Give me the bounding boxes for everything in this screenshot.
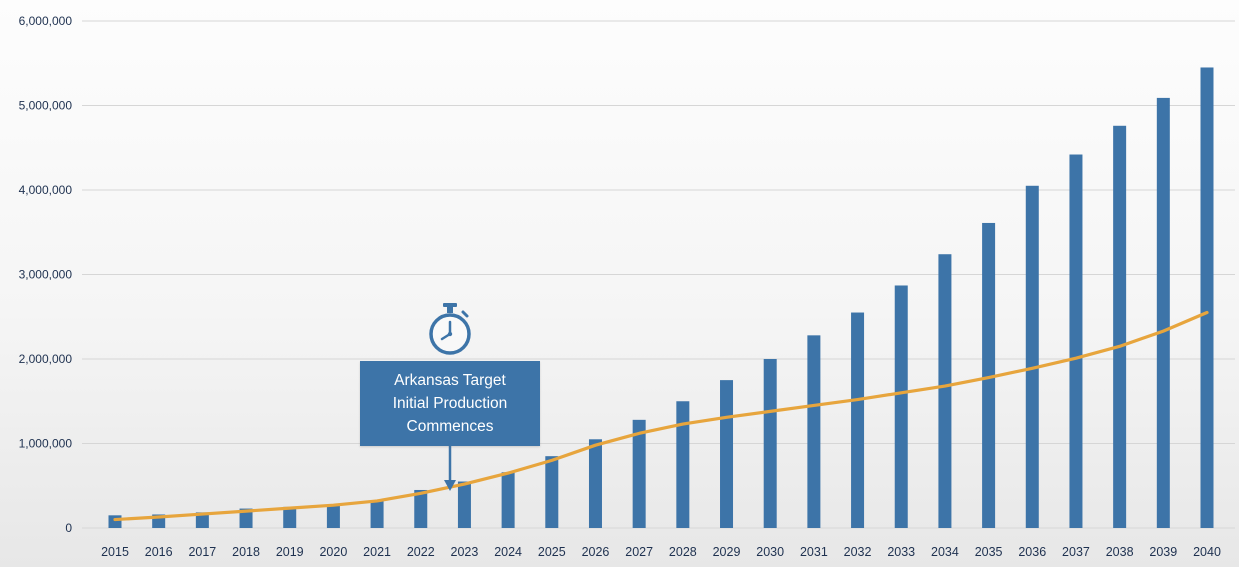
x-axis-tick-label: 2021 — [363, 545, 391, 559]
x-axis-tick-label: 2015 — [101, 545, 129, 559]
x-axis-tick-label: 2019 — [276, 545, 304, 559]
bar-2032 — [851, 312, 865, 528]
x-axis-tick-label: 2029 — [713, 545, 741, 559]
x-axis-tick-label: 2030 — [756, 545, 784, 559]
bar-2023 — [457, 481, 471, 528]
x-axis-tick-label: 2027 — [625, 545, 653, 559]
bar-2018 — [239, 508, 253, 528]
x-axis-tick-label: 2032 — [844, 545, 872, 559]
bar-2015 — [108, 515, 122, 528]
bar-2019 — [283, 506, 297, 528]
x-axis-tick-label: 2024 — [494, 545, 522, 559]
x-axis-tick-label: 2020 — [319, 545, 347, 559]
x-axis-tick-label: 2026 — [582, 545, 610, 559]
x-axis-tick-label: 2038 — [1106, 545, 1134, 559]
bar-2021 — [370, 500, 384, 528]
bar-2020 — [326, 505, 340, 528]
bar-2025 — [545, 456, 559, 528]
y-axis-tick-label: 4,000,000 — [19, 183, 73, 197]
bar-2037 — [1069, 154, 1083, 528]
bar-2029 — [720, 380, 734, 528]
bar-2030 — [763, 359, 777, 528]
x-axis-tick-label: 2037 — [1062, 545, 1090, 559]
bar-2026 — [588, 439, 602, 528]
bar-2033 — [894, 285, 908, 528]
x-axis-tick-label: 2023 — [451, 545, 479, 559]
y-axis-tick-label: 2,000,000 — [19, 352, 73, 366]
x-axis-tick-label: 2022 — [407, 545, 435, 559]
bar-2024 — [501, 472, 515, 528]
x-axis-tick-label: 2031 — [800, 545, 828, 559]
bar-2022 — [414, 489, 428, 528]
bar-2034 — [938, 254, 952, 528]
trend-line — [113, 310, 1209, 522]
y-axis-tick-label: 3,000,000 — [19, 268, 73, 282]
x-axis-tick-label: 2034 — [931, 545, 959, 559]
x-axis-tick-label: 2028 — [669, 545, 697, 559]
x-axis-tick-label: 2036 — [1018, 545, 1046, 559]
x-axis-tick-label: 2039 — [1149, 545, 1177, 559]
bar-2031 — [807, 335, 821, 528]
x-axis-tick-label: 2040 — [1193, 545, 1221, 559]
bar-2038 — [1113, 125, 1127, 528]
bar-2035 — [982, 222, 996, 528]
bar-2028 — [676, 401, 690, 528]
y-axis-tick-label: 5,000,000 — [19, 99, 73, 113]
x-axis-tick-label: 2016 — [145, 545, 173, 559]
y-axis-tick-label: 0 — [65, 521, 72, 535]
x-axis-tick-label: 2025 — [538, 545, 566, 559]
y-axis-tick-label: 6,000,000 — [19, 14, 73, 28]
x-axis-tick-label: 2018 — [232, 545, 260, 559]
bar-2039 — [1156, 97, 1170, 529]
x-axis-tick-label: 2017 — [188, 545, 216, 559]
bar-2017 — [195, 512, 209, 528]
x-axis-tick-label: 2033 — [887, 545, 915, 559]
bar-2036 — [1025, 185, 1039, 528]
y-axis-tick-label: 1,000,000 — [19, 437, 73, 451]
bar-2040 — [1200, 67, 1214, 528]
x-axis-tick-label: 2035 — [975, 545, 1003, 559]
bar-2027 — [632, 419, 646, 528]
